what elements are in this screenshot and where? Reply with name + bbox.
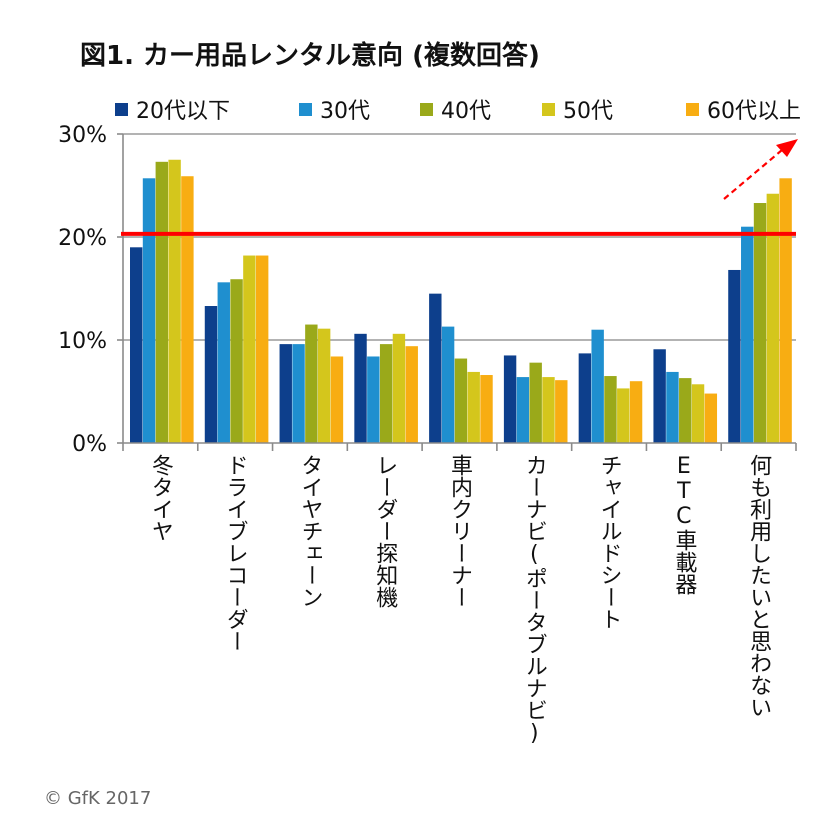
x-tick-labels: 冬タイヤ ドライブレコーダー タイヤチェーン レーダー探知機 車内クリーナー カーナビ(ポ… (148, 454, 772, 746)
bar-2-3 (317, 328, 331, 443)
category-label-0: 冬タイヤ (148, 454, 173, 542)
bar-8-1 (741, 226, 754, 443)
bar-4-1 (441, 326, 455, 443)
bar-4-4 (480, 375, 493, 443)
bar-3-1 (367, 356, 380, 443)
y-tick-label-0: 0% (72, 432, 107, 457)
bar-5-2 (529, 362, 542, 443)
bar-6-1 (591, 329, 604, 443)
bar-0-1 (142, 178, 156, 444)
bars (130, 159, 792, 444)
bar-1-2 (230, 279, 243, 443)
trend-arrow-line (723, 149, 783, 200)
legend-label-1: 30代 (320, 99, 370, 124)
legend-swatch-3 (542, 103, 555, 116)
bar-7-1 (666, 371, 679, 443)
bar-6-3 (617, 388, 630, 443)
bar-1-0 (204, 306, 218, 443)
bar-8-4 (779, 178, 792, 444)
bar-6-2 (604, 376, 617, 443)
bar-6-0 (578, 353, 592, 443)
bar-0-4 (181, 176, 194, 444)
bar-2-4 (330, 356, 344, 443)
category-label-8: 何も利用したいと思わない (746, 454, 772, 718)
bar-6-4 (629, 381, 643, 443)
trend-arrow-head (776, 139, 798, 157)
bar-8-3 (766, 193, 780, 443)
bar-5-0 (503, 355, 517, 443)
bar-4-2 (454, 358, 468, 443)
y-tick-labels: 0% 10% 20% 30% (58, 123, 107, 457)
copyright: © GfK 2017 (44, 788, 152, 809)
bar-1-1 (217, 282, 230, 443)
bar-0-2 (155, 161, 168, 443)
bar-0-3 (168, 159, 181, 443)
annotations (121, 139, 798, 236)
bar-3-0 (354, 333, 367, 443)
bar-3-2 (379, 344, 393, 443)
category-label-4: 車内クリーナー (447, 454, 472, 608)
bar-7-4 (704, 393, 718, 443)
category-label-3: レーダー探知機 (372, 454, 398, 608)
bar-8-0 (728, 269, 741, 443)
bar-2-1 (292, 344, 305, 443)
legend: 20代以下 30代 40代 50代 60代以上 (115, 99, 801, 124)
bar-5-4 (555, 380, 568, 443)
bar-5-3 (542, 377, 555, 443)
legend-label-4: 60代以上 (707, 99, 801, 124)
bar-2-2 (305, 324, 318, 443)
chart-title: 図1. カー用品レンタル意向 (複数回答) (80, 40, 540, 71)
legend-label-0: 20代以下 (136, 99, 230, 124)
legend-swatch-1 (299, 103, 312, 116)
bar-4-3 (467, 371, 480, 443)
bar-4-0 (429, 293, 442, 443)
legend-swatch-4 (686, 103, 699, 116)
category-label-6: チャイルドシート (597, 454, 622, 630)
legend-swatch-0 (115, 103, 128, 116)
bar-8-2 (753, 203, 767, 443)
bar-5-1 (516, 377, 530, 443)
bar-0-0 (130, 247, 143, 443)
bar-3-3 (392, 333, 406, 443)
y-tick-label-2: 20% (58, 226, 107, 251)
category-label-1: ドライブレコーダー (223, 454, 248, 652)
legend-label-2: 40代 (441, 99, 491, 124)
legend-label-3: 50代 (563, 99, 613, 124)
bar-2-0 (279, 344, 292, 443)
bar-1-3 (243, 255, 256, 443)
category-label-5: カーナビ(ポータブルナビ) (522, 454, 547, 746)
bar-7-3 (691, 384, 705, 443)
bar-7-0 (653, 349, 666, 443)
legend-swatch-2 (420, 103, 433, 116)
y-tick-label-1: 10% (58, 329, 107, 354)
y-tick-label-3: 30% (58, 123, 107, 148)
category-label-7: ETC車載器 (671, 454, 697, 595)
bar-3-4 (405, 346, 418, 443)
bar-1-4 (255, 255, 269, 443)
category-label-2: タイヤチェーン (297, 454, 322, 608)
bar-7-2 (679, 378, 692, 443)
axes (117, 133, 797, 451)
